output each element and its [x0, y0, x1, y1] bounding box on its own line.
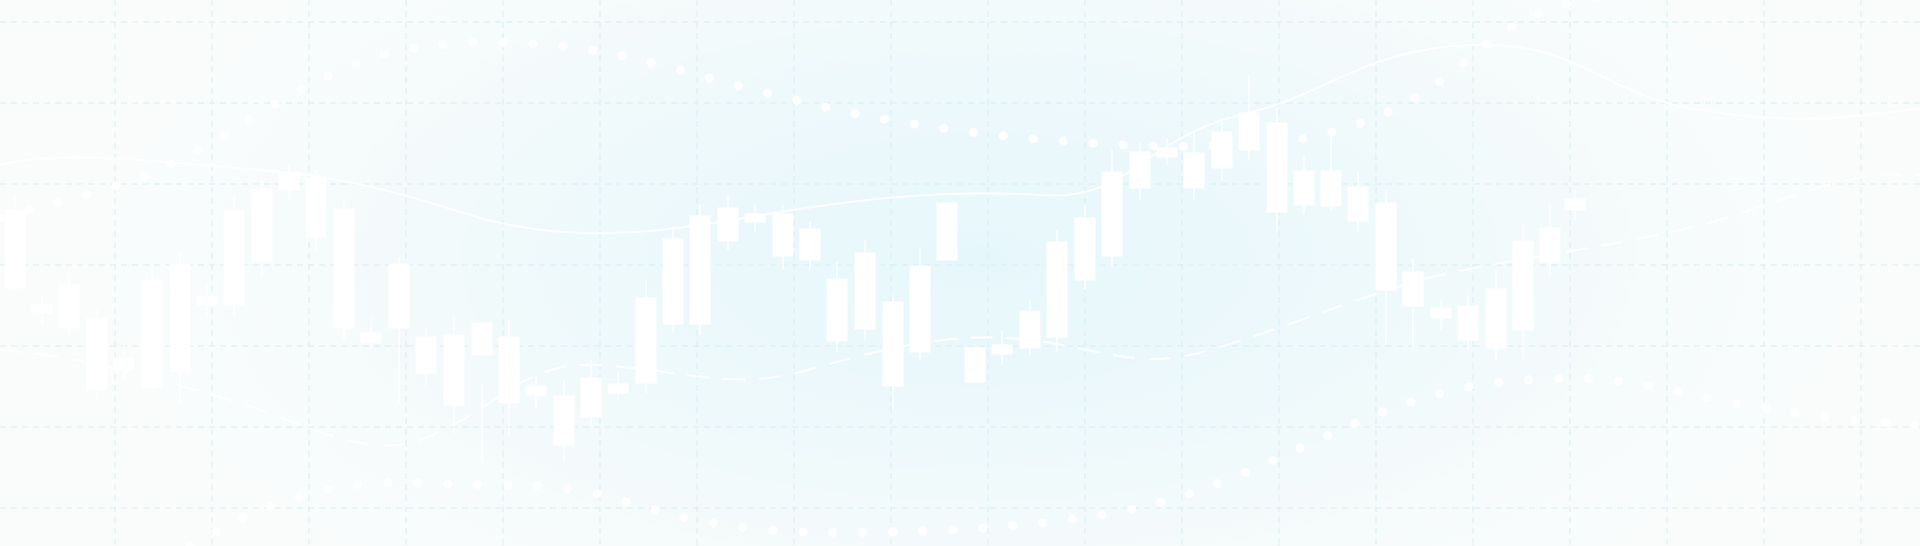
candle-body	[1320, 170, 1342, 207]
candle-body	[744, 213, 766, 223]
candle-body	[799, 228, 821, 261]
candle-body	[1375, 202, 1397, 291]
candle-body	[1129, 151, 1151, 189]
dashed-line	[0, 174, 1920, 447]
candle-body	[826, 278, 848, 342]
candle-body	[278, 171, 300, 191]
candle-body	[1457, 305, 1479, 341]
candle-body	[854, 252, 876, 330]
candle-body	[4, 209, 26, 289]
candle-body	[1485, 288, 1507, 349]
candle-body	[580, 377, 602, 418]
candle-body	[196, 295, 218, 306]
candle-body	[1156, 147, 1178, 158]
candle-body	[113, 357, 135, 371]
candle-body	[1430, 307, 1452, 319]
candle-body	[223, 209, 245, 306]
candle-body	[936, 202, 958, 261]
dotted-upper-band	[0, 0, 1604, 223]
candle-body	[553, 395, 575, 446]
candle-body	[471, 322, 493, 356]
candle-body	[498, 336, 520, 404]
candle-body	[333, 208, 355, 329]
candle-body	[1211, 131, 1233, 169]
candle-body	[1183, 152, 1205, 189]
candle-body	[1347, 186, 1369, 222]
candle-body	[717, 207, 739, 242]
candle-body	[360, 332, 382, 344]
candle-body	[662, 238, 684, 325]
candle-body	[415, 336, 437, 374]
candle-body	[525, 385, 547, 396]
candle-body	[964, 347, 986, 383]
dotted-lower-band	[185, 373, 1920, 546]
candle-body	[86, 317, 108, 391]
candle-body	[772, 213, 794, 257]
candle-body	[607, 383, 629, 394]
candle-body	[1238, 112, 1260, 151]
candlesticks	[4, 75, 1586, 462]
candle-body	[1266, 122, 1288, 213]
candle-body	[1293, 170, 1315, 206]
candle-body	[169, 264, 191, 373]
candle-body	[1564, 198, 1586, 211]
candle-body	[1019, 310, 1041, 349]
candle-body	[31, 304, 53, 314]
candle-body	[251, 188, 273, 263]
candle-body	[1402, 271, 1424, 307]
smooth-line	[0, 43, 1920, 235]
candle-body	[58, 284, 80, 329]
candle-body	[1101, 171, 1123, 257]
candle-body	[443, 334, 465, 406]
candle-body	[1539, 227, 1561, 263]
candle-body	[388, 263, 410, 329]
candle-body	[635, 297, 657, 384]
candle-body	[991, 344, 1013, 355]
candle-body	[141, 279, 163, 388]
candle-body	[882, 301, 904, 387]
candle-body	[1046, 241, 1068, 338]
candle-body	[1512, 240, 1534, 331]
candle-body	[909, 265, 931, 353]
candle-body	[305, 177, 327, 238]
candle-body	[1074, 217, 1096, 281]
candle-body	[689, 215, 711, 325]
